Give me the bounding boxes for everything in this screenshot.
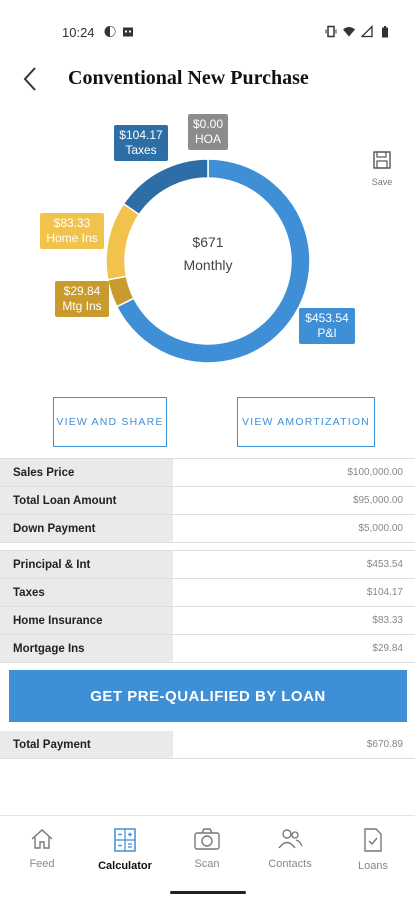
table-row: Home Insurance $83.33 bbox=[0, 607, 415, 635]
loan-summary-table: Sales Price $100,000.00 Total Loan Amoun… bbox=[0, 458, 415, 543]
home-ins-name: Home Ins bbox=[46, 231, 98, 245]
get-pre-qualified-button[interactable]: GET PRE-QUALIFIED BY LOAN bbox=[9, 670, 407, 722]
calculator-icon bbox=[114, 828, 136, 852]
battery-icon bbox=[382, 26, 388, 38]
row-label: Down Payment bbox=[0, 515, 173, 542]
nav-loans-label: Loans bbox=[358, 860, 388, 872]
row-label: Home Insurance bbox=[0, 607, 173, 634]
taxes-name: Taxes bbox=[125, 143, 157, 157]
page-title: Conventional New Purchase bbox=[68, 67, 309, 89]
app-notification-icon bbox=[104, 26, 116, 37]
status-bar: 10:24 bbox=[0, 0, 415, 60]
row-value: $5,000.00 bbox=[173, 515, 415, 542]
save-label: Save bbox=[371, 177, 393, 187]
row-value: $100,000.00 bbox=[173, 459, 415, 486]
view-amortization-button[interactable]: VIEW AMORTIZATION bbox=[237, 397, 375, 447]
nav-feed-label: Feed bbox=[29, 858, 55, 870]
taxes-amount: $104.17 bbox=[119, 128, 163, 142]
nav-contacts[interactable]: Contacts bbox=[250, 828, 330, 870]
wifi-icon bbox=[343, 27, 355, 37]
row-value: $95,000.00 bbox=[173, 487, 415, 514]
payment-donut-chart bbox=[105, 158, 311, 364]
pi-amount: $453.54 bbox=[305, 311, 349, 325]
back-button[interactable] bbox=[20, 65, 44, 93]
table-row: Total Loan Amount $95,000.00 bbox=[0, 487, 415, 515]
nav-scan[interactable]: Scan bbox=[167, 828, 247, 870]
row-label: Sales Price bbox=[0, 459, 173, 486]
home-indicator bbox=[170, 891, 246, 894]
mtg-ins-name: Mtg Ins bbox=[62, 299, 102, 313]
mtg-ins-amount: $29.84 bbox=[63, 284, 101, 298]
nav-loans[interactable]: Loans bbox=[333, 828, 413, 872]
chart-label-pi: $453.54 P&I bbox=[299, 308, 355, 344]
calendar-notification-icon bbox=[123, 27, 133, 37]
nav-feed[interactable]: Feed bbox=[2, 828, 82, 870]
save-button[interactable]: Save bbox=[362, 150, 402, 192]
camera-icon bbox=[194, 828, 220, 850]
row-value: $29.84 bbox=[173, 635, 415, 662]
chart-label-mtg-ins: $29.84 Mtg Ins bbox=[55, 281, 109, 317]
table-row: Sales Price $100,000.00 bbox=[0, 459, 415, 487]
table-row: Taxes $104.17 bbox=[0, 579, 415, 607]
payment-breakdown-table: Principal & Int $453.54 Taxes $104.17 Ho… bbox=[0, 550, 415, 663]
total-value: $670.89 bbox=[173, 731, 415, 758]
table-row: Total Payment $670.89 bbox=[0, 731, 415, 759]
nav-calculator[interactable]: Calculator bbox=[85, 828, 165, 872]
chart-label-hoa: $0.00 HOA bbox=[188, 114, 228, 150]
nav-calculator-label: Calculator bbox=[98, 860, 152, 872]
row-label: Principal & Int bbox=[0, 551, 173, 578]
chart-center-caption: Monthly bbox=[183, 257, 233, 273]
hoa-amount: $0.00 bbox=[192, 117, 224, 131]
total-label: Total Payment bbox=[0, 731, 173, 758]
donut-slice-home-ins bbox=[105, 202, 141, 281]
chart-center-amount: $671 bbox=[192, 234, 224, 250]
document-check-icon bbox=[364, 828, 382, 852]
home-ins-amount: $83.33 bbox=[53, 216, 91, 230]
nav-contacts-label: Contacts bbox=[268, 858, 312, 870]
row-value: $104.17 bbox=[173, 579, 415, 606]
total-payment-table: Total Payment $670.89 bbox=[0, 731, 415, 759]
table-row: Down Payment $5,000.00 bbox=[0, 515, 415, 543]
donut-slice-taxes bbox=[122, 158, 209, 216]
hoa-name: HOA bbox=[194, 132, 221, 146]
signal-icon bbox=[361, 25, 373, 38]
vibrate-icon bbox=[325, 25, 337, 38]
row-label: Taxes bbox=[0, 579, 173, 606]
view-and-share-button[interactable]: VIEW AND SHARE bbox=[53, 397, 167, 447]
save-icon bbox=[373, 151, 391, 169]
status-time: 10:24 bbox=[62, 25, 95, 40]
chart-label-taxes: $104.17 Taxes bbox=[114, 125, 168, 161]
row-label: Mortgage Ins bbox=[0, 635, 173, 662]
chevron-left-icon bbox=[23, 67, 36, 91]
chart-label-home-ins: $83.33 Home Ins bbox=[40, 213, 104, 249]
nav-scan-label: Scan bbox=[194, 858, 220, 870]
home-icon bbox=[31, 829, 53, 849]
contacts-icon bbox=[278, 829, 303, 849]
row-value: $83.33 bbox=[173, 607, 415, 634]
pi-name: P&I bbox=[317, 326, 337, 340]
row-value: $453.54 bbox=[173, 551, 415, 578]
bottom-navigation: Feed Calculator Scan Contacts Loans bbox=[0, 815, 415, 900]
header: Conventional New Purchase bbox=[0, 55, 415, 103]
donut-slice-p-i bbox=[115, 158, 311, 364]
row-label: Total Loan Amount bbox=[0, 487, 173, 514]
table-row: Mortgage Ins $29.84 bbox=[0, 635, 415, 663]
table-row: Principal & Int $453.54 bbox=[0, 551, 415, 579]
